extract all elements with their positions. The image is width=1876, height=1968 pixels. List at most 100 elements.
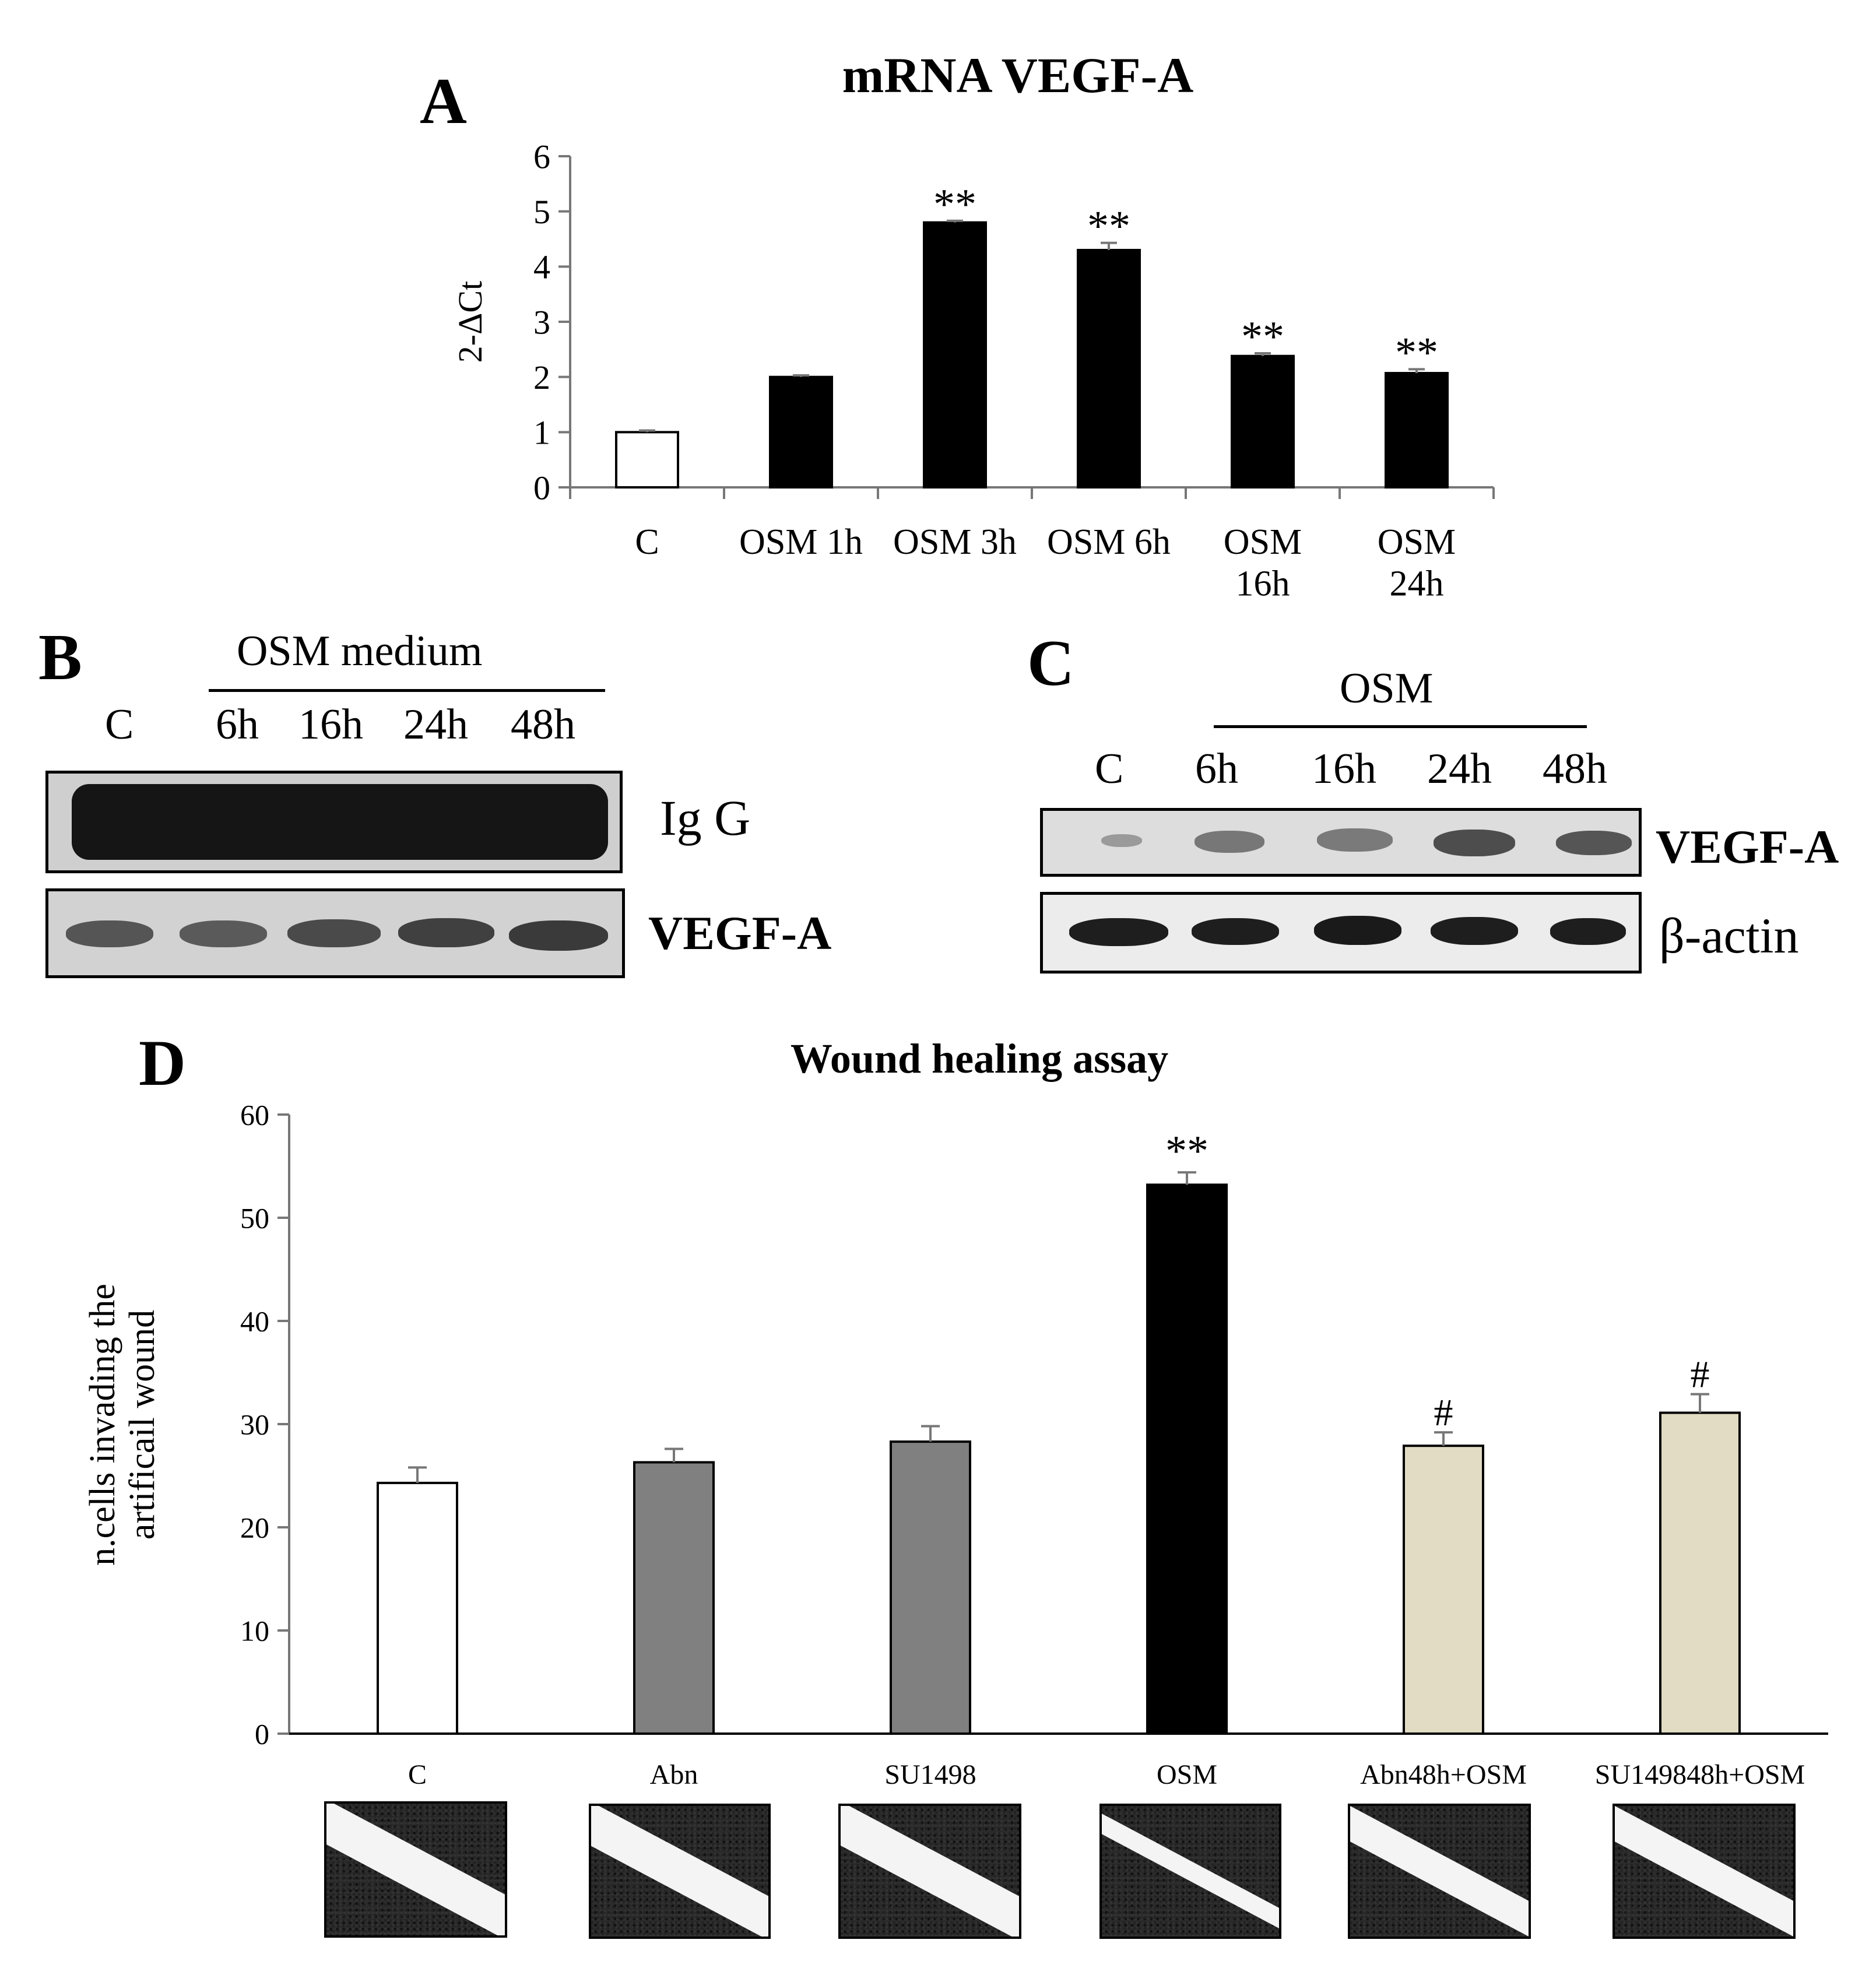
bar [615,431,679,489]
blot-b-header-line [209,689,605,692]
wound-image-c [324,1801,507,1938]
significance-label: ** [1165,1127,1208,1175]
blot-c-lane-label: 16h [1312,745,1376,793]
panel-letter-b: B [38,621,82,694]
blot-band [398,918,494,947]
blot-band [66,920,153,947]
blot-b-lane-label: 6h [216,701,259,748]
blot-b-lane-label: C [105,701,134,748]
wound-image-abn [589,1804,771,1939]
y-axis-label: n.cells invading the [83,1284,122,1566]
bar [633,1461,715,1735]
blot-band [1434,830,1515,856]
y-tick-label: 6 [533,138,550,175]
bar [1146,1183,1228,1735]
blot-band [72,784,608,860]
bar [1385,372,1449,489]
blot-b-header: OSM medium [237,627,483,675]
blot-band [1069,918,1168,946]
y-tick-label: 10 [240,1615,269,1647]
significance-label: ** [1087,203,1130,251]
blot-c-actin-strip [1040,892,1642,974]
panel-letter-c: C [1027,627,1074,700]
wound-image-abn-osm [1348,1804,1531,1939]
blot-band [287,919,381,947]
y-tick-label: 60 [240,1099,269,1131]
bar [890,1440,971,1735]
significance-label: ** [933,181,976,229]
y-tick-label: 20 [240,1512,269,1544]
x-category-label: SU1498 [884,1759,976,1790]
wound-image-su1498 [838,1804,1021,1939]
bar [1403,1445,1484,1735]
x-category-label: OSM [1157,1759,1217,1790]
blot-c-lane-label: 24h [1427,745,1492,793]
y-tick-label: 1 [533,414,550,452]
x-category-label: 24h [1390,564,1444,603]
bar [1231,354,1295,489]
y-tick-label: 50 [240,1202,269,1235]
panel-letter-a: A [420,65,467,138]
chart-d: Wound healing assay 0 10 20 30 40 50 60 n.cells … [83,1035,1828,1790]
blot-c-lane-label: 48h [1543,745,1607,793]
x-category-label: Abn48h+OSM [1360,1759,1527,1790]
y-tick-label: 4 [533,248,550,286]
y-tick-label: 30 [240,1408,269,1441]
blot-c-row-label: VEGF-A [1656,820,1839,873]
significance-label: ** [1241,313,1284,361]
y-tick-label: 5 [533,193,550,231]
blot-band [1195,831,1264,853]
x-category-label: C [635,522,659,562]
bar [377,1481,458,1735]
significance-label: # [1434,1391,1453,1434]
y-axis-label: artificail wound [122,1310,162,1540]
blot-band [1550,918,1626,945]
blot-c-header-line [1214,725,1587,728]
significance-label: # [1691,1354,1710,1396]
y-tick-label: 2 [533,359,550,396]
blot-band [1317,828,1393,852]
x-category-label: OSM [1224,522,1302,562]
y-axis-label: 2-ΔCt [451,281,489,363]
wound-image-su-osm [1612,1804,1796,1939]
y-tick-label: 0 [533,469,550,507]
blot-band [1192,918,1279,945]
blot-b-vegf-strip [45,888,625,978]
blot-band [1314,916,1401,945]
blot-c-header: OSM [1340,665,1434,712]
blot-band [509,920,608,951]
blot-c-lane-label: C [1095,745,1124,793]
y-tick-label: 3 [533,303,550,341]
chart-a: mRNA VEGF-A 0 1 2 3 4 5 6 2-ΔCt C OSM 1h ** OSM 3h **… [451,47,1495,603]
blot-band [180,920,267,947]
panel-letter-d: D [139,1027,186,1099]
blot-b-lane-label: 16h [298,701,363,748]
x-category-label: OSM 1h [739,522,863,562]
x-category-label: C [408,1759,427,1790]
x-category-label: SU149848h+OSM [1595,1759,1805,1790]
bar [769,375,833,489]
blot-c-lane-label: 6h [1195,745,1238,793]
blot-band [1431,917,1518,945]
wound-image-osm [1099,1804,1281,1939]
bar [1659,1411,1741,1735]
bar [1077,248,1141,489]
blot-b-lane-label: 48h [511,701,575,748]
y-tick-label: 0 [255,1718,269,1751]
blot-b-row-label: VEGF-A [648,906,832,960]
x-category-label: Abn [650,1759,698,1790]
x-category-label: OSM [1378,522,1456,562]
blot-band [1101,834,1142,847]
chart-title: mRNA VEGF-A [842,47,1194,103]
significance-label: ** [1395,329,1438,377]
blot-b-lane-label: 24h [403,701,468,748]
x-category-label: 16h [1236,564,1290,603]
blot-c-row-label: β-actin [1659,908,1799,964]
y-tick-label: 40 [240,1305,269,1338]
blot-band [1556,831,1632,855]
blot-b-igg-strip [45,771,623,873]
x-category-label: OSM 6h [1047,522,1171,562]
bar [923,221,987,489]
